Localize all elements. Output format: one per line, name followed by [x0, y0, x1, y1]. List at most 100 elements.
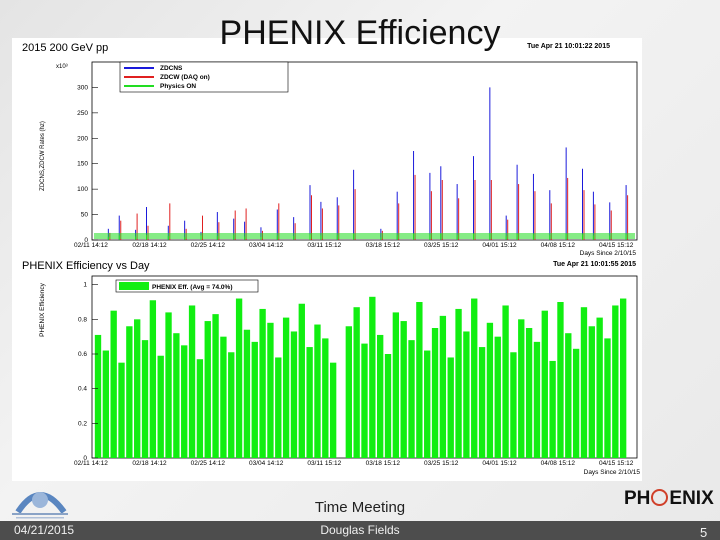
legend-eff: PHENIX Eff. (Avg = 74.0%): [152, 284, 233, 291]
eff-bar: [510, 352, 517, 458]
eff-bar: [525, 328, 533, 458]
rates-xtick-label: 03/25 15:12: [424, 242, 459, 249]
eff-y-axis: 0 0.2 0.4 0.6 0.8 1: [78, 282, 98, 462]
eff-bar: [275, 357, 282, 458]
eff-bar: [196, 359, 204, 458]
footer-date: 04/21/2015: [14, 523, 75, 537]
eff-bars-group: [94, 296, 627, 458]
eff-bar: [267, 322, 274, 458]
eff-bar: [612, 305, 619, 458]
rates-xtick-label: 04/08 15:12: [541, 242, 576, 249]
rates-ytick-label: 0: [84, 237, 88, 244]
rates-xtick-label: 02/11 14:12: [74, 242, 108, 249]
eff-ytick-label: 1: [83, 282, 87, 289]
rates-ytick-label: 250: [77, 110, 88, 117]
eff-bar: [243, 329, 251, 458]
rates-xtick-label: 04/01 15:12: [482, 242, 517, 249]
eff-bar: [220, 336, 227, 458]
logo-text-enix: ENIX: [669, 488, 714, 509]
eff-bar: [212, 314, 219, 458]
eff-bar: [181, 345, 188, 458]
eff-xtick-label: 04/08 15:12: [541, 460, 576, 467]
rates-ylabel: ZDCNS,ZDCW Rates (hz): [40, 121, 46, 191]
eff-xtick-label: 03/11 15:12: [307, 460, 341, 467]
rates-timestamp: Tue Apr 21 10:01:22 2015: [527, 43, 610, 50]
eff-ytick-label: 0.2: [78, 420, 87, 427]
eff-bar: [619, 298, 627, 458]
eff-bar: [431, 328, 439, 458]
eff-bar: [369, 296, 376, 458]
eff-bar: [353, 307, 360, 458]
eff-xlabel: Days Since 2/10/15: [584, 469, 641, 476]
eff-bar: [251, 341, 258, 458]
eff-bar: [478, 347, 486, 458]
eff-bar: [400, 321, 407, 458]
eff-bar: [141, 340, 149, 458]
eff-ytick-label: 0.6: [78, 351, 87, 358]
eff-legend: PHENIX Eff. (Avg = 74.0%): [115, 279, 259, 293]
eff-bar: [134, 319, 141, 458]
eff-bar: [188, 305, 196, 458]
eff-bar: [259, 308, 266, 458]
rates-and-efficiency-plots: 2015 200 GeV pp Tue Apr 21 10:01:22 2015…: [22, 42, 641, 476]
eff-bar: [345, 326, 352, 458]
eff-bar: [572, 348, 580, 458]
footer-author: Douglas Fields: [320, 523, 400, 537]
eff-ytick-label: 0.8: [78, 316, 87, 323]
eff-bar: [596, 317, 603, 458]
eff-bar: [439, 315, 447, 458]
eff-ylabel: PHENIX Efficiency: [39, 282, 46, 336]
eff-bar: [580, 307, 588, 458]
rates-ytick-label: 100: [77, 186, 88, 193]
rates-x-axis: 02/11 14:12 02/18 14:12 02/25 14:12 03/04 1…: [74, 242, 634, 249]
eff-bar: [228, 352, 235, 458]
eff-bar: [290, 331, 298, 458]
eff-bar: [173, 333, 180, 458]
meeting-name: Time Meeting: [314, 499, 406, 516]
eff-xtick-label: 02/18 14:12: [132, 460, 167, 467]
eff-bar: [486, 322, 494, 458]
rates-chart-title: 2015 200 GeV pp: [22, 42, 108, 54]
eff-bar: [416, 302, 423, 458]
rates-series-group: [94, 87, 635, 240]
eff-ytick-label: 0.4: [78, 386, 87, 393]
eff-bar: [126, 326, 133, 458]
rates-xtick-label: 02/25 14:12: [191, 242, 226, 249]
plot-panel: 2015 200 GeV pp Tue Apr 21 10:01:22 2015…: [12, 38, 642, 481]
footer-bar: [0, 521, 720, 540]
eff-bar: [392, 312, 400, 458]
legend-swatch-eff: [119, 282, 149, 290]
legend-zdcw: ZDCW (DAQ on): [160, 74, 210, 81]
eff-bar: [282, 317, 290, 458]
page-number: 5: [700, 525, 708, 540]
logo-ring-icon: [651, 489, 669, 506]
eff-bar: [541, 310, 548, 458]
eff-bar: [329, 362, 337, 458]
eff-bar: [384, 354, 392, 458]
eff-bar: [149, 300, 157, 458]
eff-bar: [377, 334, 384, 458]
rates-xtick-label: 03/11 15:12: [307, 242, 341, 249]
phenix-logo: PH ENIX: [624, 488, 714, 510]
physics-baseline-band: [94, 233, 635, 239]
eff-xtick-label: 04/15 15:12: [599, 460, 634, 467]
eff-ytick-label: 0: [83, 455, 87, 462]
eff-bar: [565, 333, 572, 458]
eff-chart-title: PHENIX Efficiency vs Day: [22, 260, 150, 272]
rates-xlabel: Days Since 2/10/15: [580, 250, 637, 257]
institution-logo: [12, 492, 68, 519]
rates-exponent: x10³: [56, 64, 68, 70]
eff-xtick-label: 04/01 15:12: [482, 460, 517, 467]
legend-physics: Physics ON: [160, 83, 196, 90]
rates-ytick-label: 300: [77, 84, 88, 91]
rates-y-axis: 0 50 100 150 200 250 300: [77, 84, 98, 244]
eff-bar: [549, 360, 556, 458]
rates-xtick-label: 02/18 14:12: [132, 242, 167, 249]
eff-bar: [494, 336, 501, 458]
rates-ytick-label: 50: [81, 212, 89, 219]
eff-xtick-label: 03/04 14:12: [249, 460, 284, 467]
eff-bar: [455, 308, 462, 458]
eff-bar: [471, 298, 478, 458]
eff-xtick-label: 03/25 15:12: [424, 460, 459, 467]
eff-bar: [533, 341, 541, 458]
